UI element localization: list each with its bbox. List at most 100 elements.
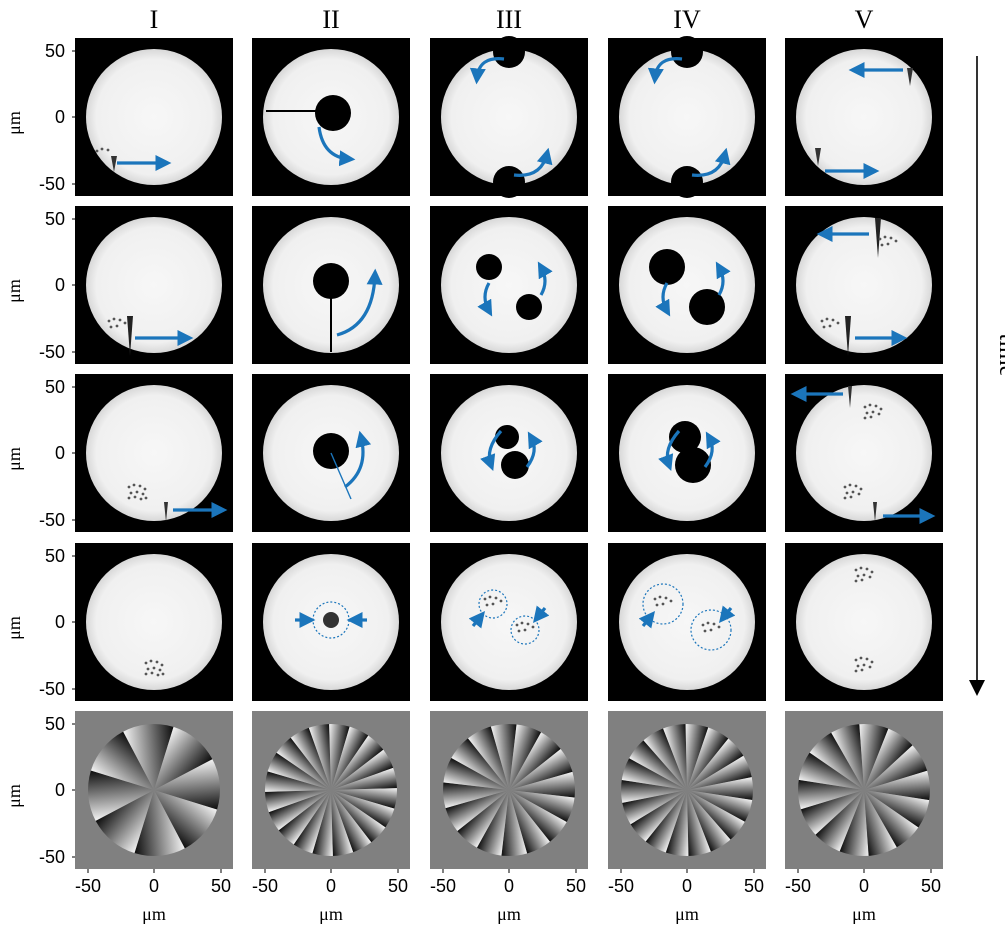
panel-r3-c3 — [430, 374, 588, 532]
vortex-dot — [825, 317, 829, 321]
panel-r1-c2 — [252, 38, 410, 196]
vortex-dot — [144, 496, 148, 500]
vortex-dot — [158, 668, 162, 672]
motion-arrow — [480, 429, 503, 471]
y-axis-label: μm — [4, 784, 24, 808]
vortex-dot — [822, 325, 826, 329]
x-tick-label: -50 — [75, 876, 101, 896]
vortex-dot — [95, 149, 99, 153]
vortex-dot — [661, 602, 665, 606]
vortex-dot — [868, 665, 872, 669]
vortex-dot — [856, 664, 860, 668]
vortex-dot — [717, 625, 721, 629]
phase-wedge — [309, 790, 334, 856]
vortex-dot — [485, 603, 489, 607]
vortex-dot — [160, 663, 164, 667]
phase-wedge — [798, 746, 864, 790]
vortex-dot — [836, 321, 840, 325]
vortex-dot — [488, 595, 492, 599]
motion-arrow — [469, 57, 505, 85]
panel-r4-c3 — [430, 543, 588, 701]
motion-arrow — [525, 431, 543, 468]
panel-r4-c5 — [785, 543, 943, 701]
column-headers: I II III IV V — [150, 5, 874, 34]
condensate-disk — [441, 49, 577, 185]
condensate-disk — [441, 217, 577, 353]
x-tick-label: -50 — [785, 876, 811, 896]
x-tick-label: 50 — [566, 876, 586, 896]
phase-wedge — [331, 743, 397, 790]
vortex-dot — [862, 573, 866, 577]
y-tick-label: -50 — [39, 510, 65, 530]
vortex-dot — [118, 318, 122, 322]
x-tick-label: 50 — [211, 876, 231, 896]
vortex-dot — [874, 404, 878, 408]
vortex-dot — [653, 597, 657, 601]
vortex-dot — [135, 490, 139, 494]
vortex-dot — [843, 485, 847, 489]
vortex-dot — [878, 237, 882, 241]
phase-wedge — [864, 767, 930, 802]
vortex-core — [675, 447, 711, 483]
vortex-dot — [879, 407, 883, 411]
phase-wedge — [509, 790, 557, 856]
vortex-dot — [146, 667, 150, 671]
vortex-dot — [138, 484, 142, 488]
vortex-dot — [868, 575, 872, 579]
time-label: time — [994, 334, 1005, 377]
vortex-dot — [139, 497, 143, 501]
phase-wedge — [621, 732, 687, 790]
phase-wedge — [284, 724, 331, 790]
vortex-dot — [655, 603, 659, 607]
vortex-dot — [109, 325, 113, 329]
vortex-dot — [483, 597, 487, 601]
motion-arrow — [638, 611, 655, 629]
vortex-dot — [123, 321, 127, 325]
vortex-dot — [865, 411, 869, 415]
x-tick-label: 0 — [682, 876, 692, 896]
panel-r3-c2 — [252, 374, 410, 532]
y-axis-label: μm — [4, 447, 24, 471]
motion-arrow — [336, 268, 383, 337]
vortex-core — [493, 166, 525, 198]
vortex-dot — [870, 570, 874, 574]
phase-wedge — [858, 724, 893, 790]
phase-wedge — [685, 724, 712, 790]
vortex-dot — [106, 148, 110, 152]
condensate-disk — [86, 217, 222, 353]
vortex-dot — [143, 487, 147, 491]
time-arrow: time — [969, 56, 1005, 696]
motion-arrow — [513, 147, 553, 177]
vortex-core — [501, 451, 529, 479]
vortex-dot — [494, 596, 498, 600]
motion-arrow — [715, 261, 731, 296]
vortex-dot — [849, 495, 853, 499]
column-header-2: II — [322, 5, 339, 34]
x-tick-label: 0 — [326, 876, 336, 896]
motion-arrow — [647, 57, 683, 85]
motion-arrow — [537, 261, 553, 296]
phase-wedge — [265, 790, 331, 816]
phase-wedge — [472, 790, 509, 856]
phase-wedge — [461, 724, 509, 790]
x-tick-label: -50 — [252, 876, 278, 896]
phase-wedge — [826, 724, 864, 790]
motion-arrow — [719, 605, 736, 623]
motion-arrow — [703, 431, 721, 468]
phase-wedge — [154, 754, 220, 813]
vortex-dot — [491, 602, 495, 606]
panel-r3-c5 — [785, 374, 943, 532]
vortex-dot — [870, 660, 874, 664]
phase-wedge — [118, 724, 177, 790]
vortex-dot — [669, 599, 673, 603]
phase-wedge — [443, 753, 509, 790]
phase-wedge — [639, 790, 687, 856]
phase-wedge — [687, 790, 753, 848]
phase-wedge — [288, 790, 331, 856]
column-header-3: III — [496, 5, 522, 34]
vortex-core — [495, 425, 519, 449]
y-tick-label: 50 — [45, 377, 65, 397]
y-tick-label: -50 — [39, 174, 65, 194]
panel-r4-c2 — [252, 543, 410, 701]
